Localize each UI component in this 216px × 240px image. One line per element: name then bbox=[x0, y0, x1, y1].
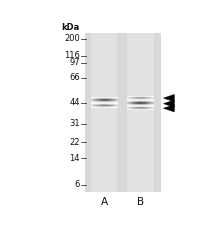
Polygon shape bbox=[164, 100, 174, 107]
Text: A: A bbox=[100, 197, 108, 207]
Text: 116: 116 bbox=[64, 51, 80, 60]
Polygon shape bbox=[164, 105, 174, 112]
Text: 14: 14 bbox=[69, 154, 80, 163]
Text: 200: 200 bbox=[64, 35, 80, 43]
Text: kDa: kDa bbox=[62, 23, 80, 32]
Text: B: B bbox=[137, 197, 144, 207]
Polygon shape bbox=[164, 94, 174, 102]
Text: 31: 31 bbox=[69, 120, 80, 128]
Text: 97: 97 bbox=[69, 59, 80, 67]
Bar bbox=[127, 33, 154, 192]
Text: 6: 6 bbox=[74, 180, 80, 189]
Bar bbox=[85, 33, 161, 192]
Text: 44: 44 bbox=[69, 98, 80, 107]
Text: 66: 66 bbox=[69, 73, 80, 82]
Text: 22: 22 bbox=[69, 138, 80, 147]
Bar bbox=[91, 33, 118, 192]
